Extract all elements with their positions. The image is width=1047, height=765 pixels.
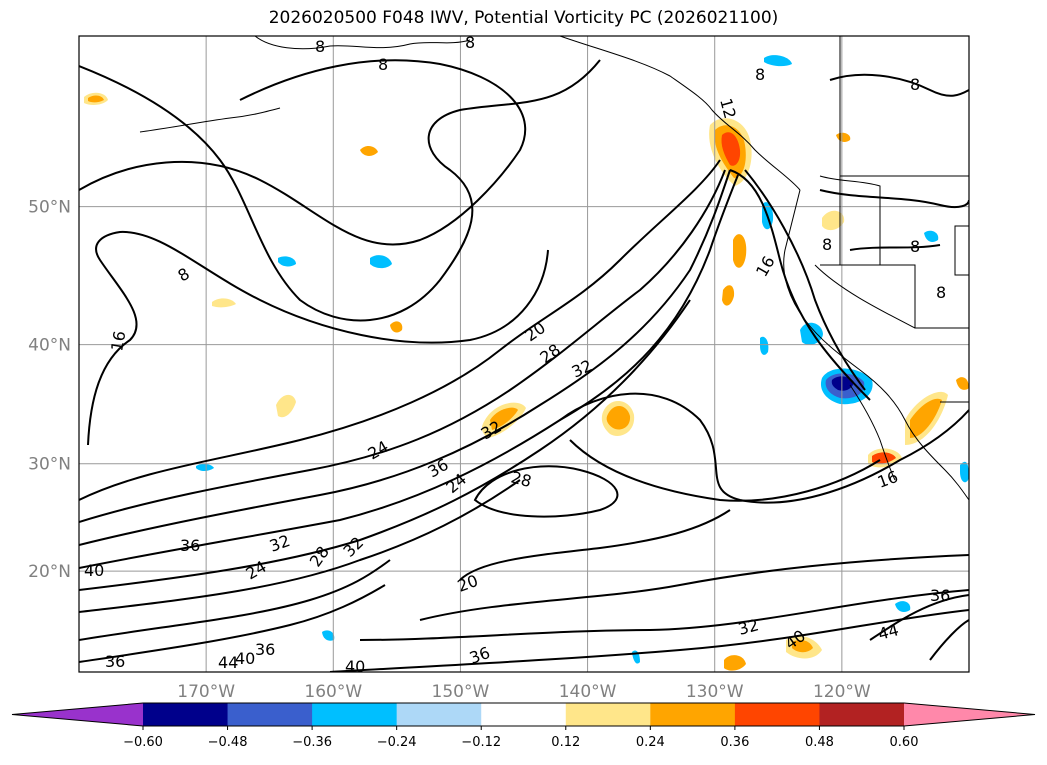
contour-label: 20 [521, 318, 549, 345]
colorbar-tick-label: 0.48 [805, 735, 834, 750]
contour-label: 16 [875, 467, 901, 492]
contour-label: 28 [536, 340, 564, 367]
map-area: 8 8 8 8 8 8 8 8 8 12 16 16 16 20 20 24 2… [79, 33, 969, 676]
contour-label: 8 [315, 37, 325, 56]
colorbar-tick-label: 0.24 [636, 735, 665, 750]
pv-positive-anomalies [84, 92, 969, 671]
map-grid [79, 36, 969, 672]
contour-label: 8 [175, 264, 193, 286]
colorbar-segment [650, 703, 736, 726]
contour-label: 40 [345, 657, 365, 676]
colorbar-tick-label: −0.12 [461, 735, 501, 750]
contour-label: 8 [755, 65, 765, 84]
x-axis-tick-labels: 170°W 160°W 150°W 140°W 130°W 120°W [177, 682, 871, 702]
x-tick-label: 170°W [177, 682, 235, 702]
x-tick-label: 130°W [686, 682, 744, 702]
iwv-contour-labels: 8 8 8 8 8 8 8 8 8 12 16 16 16 20 20 24 2… [84, 33, 950, 676]
contour-label: 12 [716, 96, 740, 121]
contour-label: 32 [569, 356, 595, 382]
colorbar-tick-label: 0.12 [551, 735, 580, 750]
contour-label: 24 [365, 437, 392, 464]
y-tick-label: 20°N [28, 562, 71, 582]
contour-label: 44 [218, 653, 238, 672]
contour-label: 8 [910, 75, 920, 94]
colorbar-segment [481, 703, 567, 726]
contour-label: 36 [105, 652, 125, 671]
colorbar-tick-label: −0.60 [123, 735, 163, 750]
y-axis-tick-labels: 20°N 30°N 40°N 50°N [28, 198, 71, 583]
x-tick-label: 120°W [813, 682, 871, 702]
colorbar-segment [312, 703, 398, 726]
colorbar-segment [734, 703, 820, 726]
contour-label: 20 [455, 571, 481, 596]
chart-title: 2026020500 F048 IWV, Potential Vorticity… [268, 8, 779, 28]
contour-label: 16 [107, 329, 129, 352]
x-tick-label: 140°W [559, 682, 617, 702]
contour-label: 40 [235, 649, 255, 668]
y-tick-label: 50°N [28, 198, 71, 218]
contour-label: 8 [822, 235, 832, 254]
coastlines [139, 36, 969, 501]
contour-label: 36 [180, 536, 200, 555]
y-tick-label: 40°N [28, 336, 71, 356]
contour-label: 16 [752, 253, 779, 280]
colorbar-tick-label: −0.24 [377, 735, 417, 750]
y-tick-label: 30°N [28, 455, 71, 475]
colorbar-segment [227, 703, 313, 726]
contour-label: 24 [243, 557, 270, 584]
contour-label: 32 [267, 531, 293, 556]
contour-label: 44 [876, 620, 901, 644]
colorbar-segment [396, 703, 482, 726]
colorbar-tick-label: −0.48 [208, 735, 248, 750]
contour-label: 8 [378, 55, 388, 74]
contour-label: 36 [930, 586, 950, 605]
pv-negative-anomalies [196, 55, 969, 664]
colorbar-segment [819, 703, 905, 726]
contour-label: 28 [306, 543, 333, 571]
iwv-contours [79, 59, 969, 672]
colorbar-tick-label: 0.36 [720, 735, 749, 750]
contour-label: 40 [84, 561, 104, 580]
x-tick-label: 160°W [304, 682, 362, 702]
contour-label: 32 [736, 615, 761, 639]
colorbar-extend-max [904, 703, 1035, 726]
colorbar: −0.60 −0.48 −0.36 −0.24 −0.12 0.12 0.24 0.36 0.4… [11, 702, 1036, 750]
contour-label: 8 [910, 237, 920, 256]
contour-label: 36 [255, 640, 275, 659]
colorbar-tick-label: −0.36 [292, 735, 332, 750]
map-frame [78, 35, 970, 673]
colorbar-extend-min [12, 703, 143, 726]
contour-label: 28 [509, 468, 534, 492]
contour-label: 32 [339, 533, 367, 561]
contour-label: 8 [465, 33, 475, 52]
colorbar-segment [565, 703, 651, 726]
colorbar-segment [143, 703, 229, 726]
colorbar-tick-label: 0.60 [890, 735, 919, 750]
contour-label: 8 [936, 283, 946, 302]
x-tick-label: 150°W [432, 682, 490, 702]
